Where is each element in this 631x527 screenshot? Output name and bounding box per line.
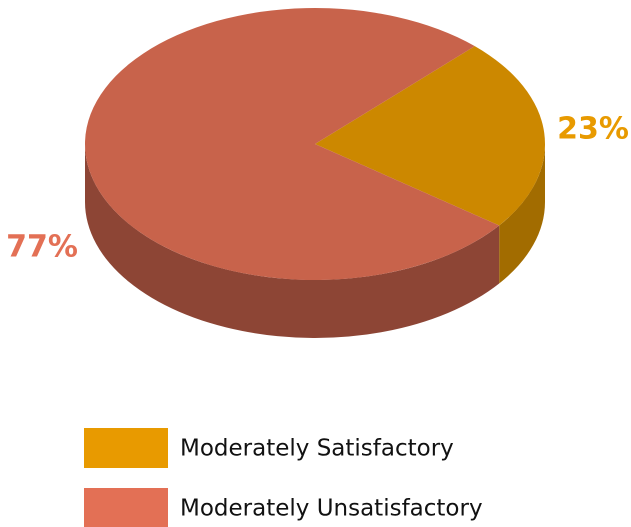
legend-swatch	[84, 428, 168, 468]
pie-side	[85, 144, 500, 338]
legend-label: Moderately Satisfactory	[180, 436, 454, 462]
legend-label: Moderately Unsatisfactory	[180, 496, 483, 522]
value-label: 23%	[557, 112, 629, 147]
value-label: 77%	[6, 230, 78, 265]
legend-swatch	[84, 488, 168, 527]
pie-side	[499, 144, 545, 284]
pie-slice	[315, 46, 545, 226]
pie-slice	[84, 8, 500, 281]
